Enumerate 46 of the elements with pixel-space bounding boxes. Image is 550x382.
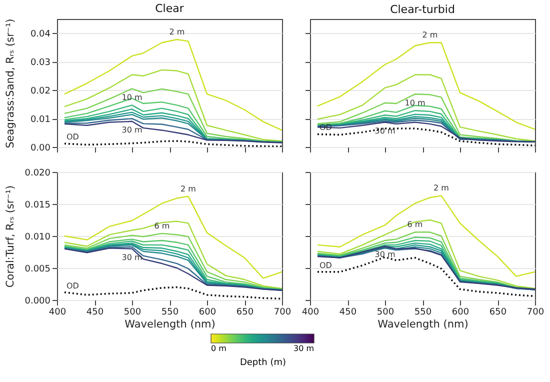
x-tick-label: 700	[274, 308, 292, 318]
x-tick-label: 550	[414, 308, 432, 318]
y-tick-label: 0.01	[30, 115, 50, 126]
y-tick-label: 0.02	[30, 86, 50, 97]
series-label: OD	[66, 132, 79, 142]
y-tick-label: 0.04	[30, 30, 51, 40]
x-tick-label: 450	[86, 308, 104, 318]
y-tick-label: 0.010	[24, 232, 51, 242]
series-label: 10 m	[122, 93, 142, 102]
series-label: 2 m	[422, 30, 438, 40]
x-tick-label: 500	[124, 308, 142, 318]
chart-title: Clear	[155, 2, 184, 16]
y-tick-label: 0.015	[24, 200, 50, 210]
x-tick-label: 600	[198, 308, 216, 318]
series-label: 30 m	[122, 125, 142, 134]
x-tick-label: 450	[339, 308, 357, 318]
color-bar-label: 0 m	[211, 344, 227, 353]
x-tick-label: 550	[161, 308, 179, 318]
y-tick-label: 0.005	[24, 264, 50, 274]
x-tick-label: 400	[48, 308, 66, 318]
series-label: OD	[320, 260, 332, 270]
y-tick-label: 0.03	[30, 58, 50, 68]
y-tick-label: 0.00	[30, 144, 51, 154]
series-label: 30 m	[122, 252, 142, 262]
x-tick-label: 500	[376, 308, 394, 318]
series-label: 2 m	[434, 184, 450, 193]
x-axis-title: Wavelength (nm)	[124, 318, 216, 330]
color-bar-title: Depth (m)	[240, 358, 286, 368]
series-label: 2 m	[169, 27, 185, 36]
series-label: 2 m	[180, 184, 196, 194]
series-label: 30 m	[374, 126, 396, 136]
y-tick-label: 0.000	[24, 296, 51, 306]
y-axis-title: Coral:Turf, Rᵣₛ (sr⁻¹)	[4, 185, 16, 288]
x-axis-title: Wavelength (nm)	[378, 318, 468, 330]
series-label: OD	[66, 281, 79, 290]
x-tick-label: 650	[236, 308, 254, 318]
x-tick-label: 400	[302, 308, 320, 318]
x-tick-label: 600	[452, 308, 470, 318]
y-tick-label: 0.020	[24, 168, 51, 178]
chart-title: Clear-turbid	[390, 3, 455, 16]
y-axis-title: Seagrass:Sand, Rᵣₛ (sr⁻¹)	[4, 18, 16, 148]
series-label: 30 m	[374, 250, 396, 260]
x-tick-label: 650	[489, 308, 507, 318]
color-bar-label: 30 m	[293, 344, 314, 353]
x-tick-label: 700	[526, 308, 544, 318]
series-label: 10 m	[404, 98, 426, 108]
